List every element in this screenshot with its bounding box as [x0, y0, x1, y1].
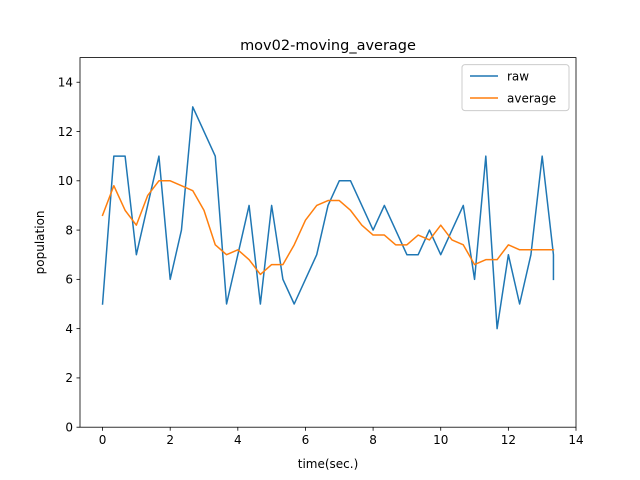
x-tick-label: 12: [501, 433, 516, 447]
x-tick-label: 2: [166, 433, 174, 447]
y-tick-label: 0: [65, 421, 73, 435]
y-tick-label: 8: [65, 223, 73, 237]
y-tick-label: 12: [58, 125, 73, 139]
y-tick-label: 14: [58, 76, 73, 90]
x-tick-label: 10: [433, 433, 448, 447]
axes-layer: 0 2 4 6 8 10 12 14 0 2 4 6 8 10 12 14: [58, 57, 584, 447]
series-layer: [101, 106, 555, 330]
x-axis-title: time(sec.): [298, 457, 359, 471]
series-line-raw: [101, 106, 555, 330]
y-tick-label: 6: [65, 273, 73, 287]
x-tick-label: 14: [568, 433, 583, 447]
x-tick-label: 0: [99, 433, 107, 447]
y-tick-label: 4: [65, 322, 73, 336]
series-line-average: [101, 180, 555, 276]
plot-area: [80, 57, 576, 428]
legend-label-average: average: [507, 92, 556, 106]
y-axis-title: population: [33, 210, 47, 274]
legend-label-raw: raw: [507, 70, 529, 84]
y-tick-label: 2: [65, 371, 73, 385]
x-tick-label: 4: [234, 433, 242, 447]
legend: raw average: [461, 64, 570, 112]
x-tick-label: 6: [302, 433, 310, 447]
axes-frame: [79, 57, 577, 428]
x-tick-label: 8: [369, 433, 377, 447]
chart-title: mov02-moving_average: [240, 38, 416, 54]
y-tick-label: 10: [58, 174, 73, 188]
